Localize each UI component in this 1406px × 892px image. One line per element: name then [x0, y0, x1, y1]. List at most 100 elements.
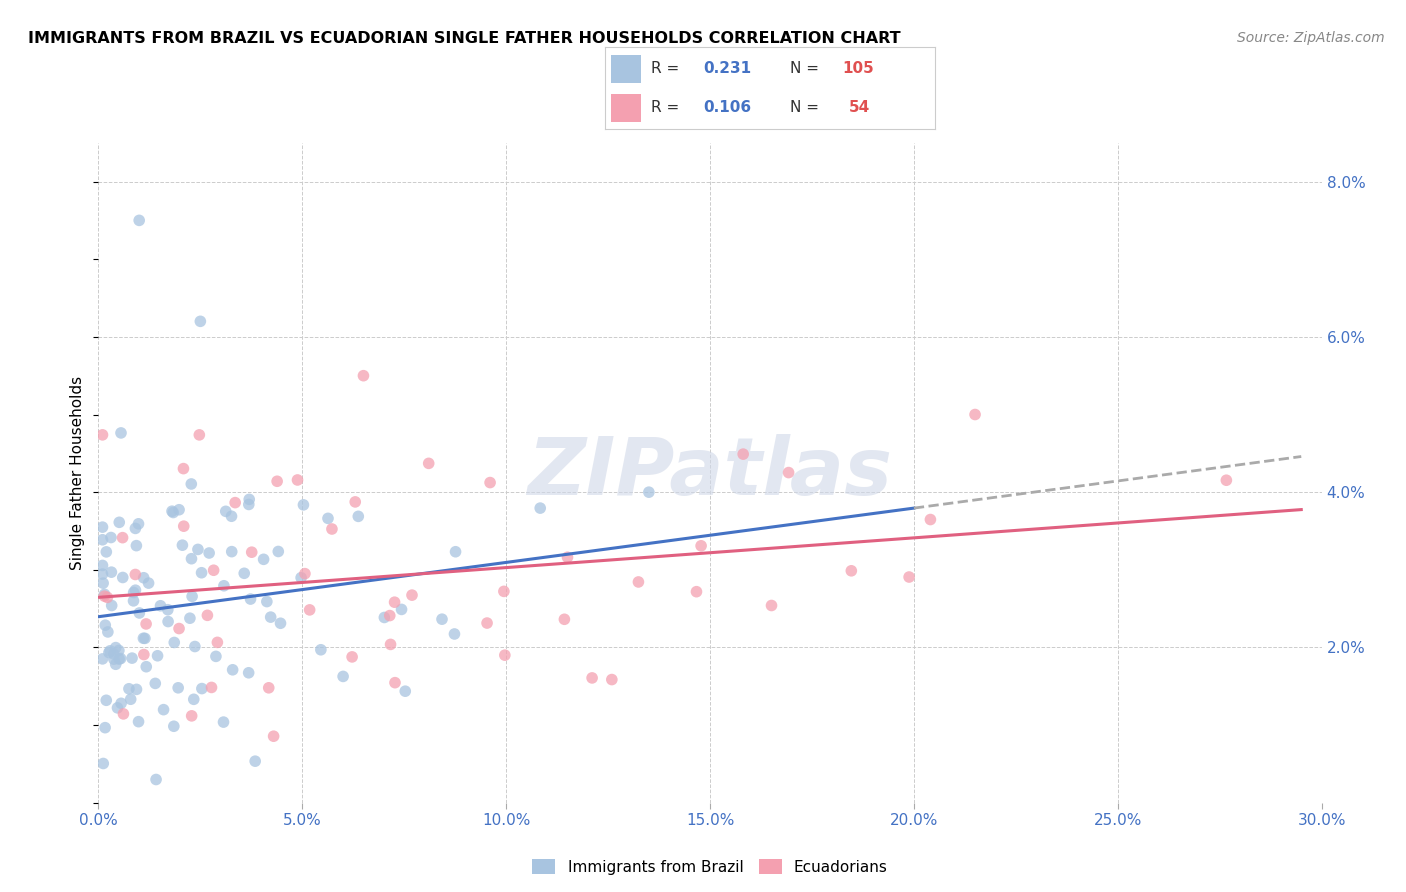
Point: [627, 574, 650, 589]
Point: [240, 545, 263, 559]
Point: [132, 571, 155, 585]
Point: [108, 652, 131, 666]
Point: [298, 603, 321, 617]
Point: [111, 531, 134, 545]
Text: N =: N =: [790, 61, 824, 76]
Point: [401, 588, 423, 602]
Point: [163, 719, 186, 733]
Point: [965, 408, 987, 422]
Text: 105: 105: [842, 61, 875, 76]
Point: [132, 648, 155, 662]
Point: [839, 564, 862, 578]
Point: [221, 544, 243, 558]
Point: [97, 624, 120, 639]
Point: [167, 681, 190, 695]
Point: [221, 663, 243, 677]
Point: [238, 498, 260, 512]
Point: [197, 608, 219, 623]
Point: [91, 652, 114, 666]
Point: [444, 545, 467, 559]
Point: [91, 567, 114, 582]
Point: [96, 693, 118, 707]
Point: [316, 511, 339, 525]
Point: [384, 595, 406, 609]
Point: [128, 606, 150, 620]
Point: [91, 756, 114, 771]
Point: [179, 611, 201, 625]
Point: [172, 461, 194, 475]
Y-axis label: Single Father Households: Single Father Households: [70, 376, 86, 570]
Text: 54: 54: [849, 100, 870, 115]
Point: [898, 570, 921, 584]
Point: [157, 615, 180, 629]
Point: [91, 520, 114, 534]
Point: [200, 681, 222, 695]
Point: [124, 567, 146, 582]
Point: [145, 772, 167, 787]
Point: [221, 509, 243, 524]
Point: [104, 657, 127, 672]
Point: [188, 428, 211, 442]
Point: [103, 647, 125, 661]
Point: [173, 519, 195, 533]
Point: [238, 665, 260, 680]
Point: [93, 589, 115, 603]
Point: [135, 616, 157, 631]
Point: [156, 603, 179, 617]
Point: [152, 703, 174, 717]
Point: [733, 447, 755, 461]
Point: [143, 676, 166, 690]
Point: [96, 591, 118, 605]
Point: [207, 635, 229, 649]
Point: [205, 649, 228, 664]
Point: [257, 681, 280, 695]
Point: [557, 550, 579, 565]
Point: [475, 615, 498, 630]
Point: [91, 558, 114, 573]
Point: [100, 599, 122, 613]
Point: [122, 594, 145, 608]
Point: [107, 701, 129, 715]
Text: 0.106: 0.106: [704, 100, 752, 115]
Point: [94, 721, 117, 735]
Point: [135, 659, 157, 673]
Point: [110, 651, 132, 665]
Point: [103, 652, 125, 666]
Point: [492, 584, 515, 599]
Point: [494, 648, 516, 662]
Point: [920, 512, 942, 526]
Point: [110, 425, 132, 440]
Point: [198, 546, 221, 560]
Point: [267, 544, 290, 558]
Point: [252, 552, 274, 566]
Point: [443, 627, 465, 641]
Point: [134, 632, 156, 646]
Point: [97, 646, 120, 660]
Point: [167, 622, 190, 636]
Point: [190, 566, 212, 580]
Point: [108, 516, 131, 530]
Text: IMMIGRANTS FROM BRAZIL VS ECUADORIAN SINGLE FATHER HOUSEHOLDS CORRELATION CHART: IMMIGRANTS FROM BRAZIL VS ECUADORIAN SIN…: [28, 31, 901, 46]
Point: [162, 506, 184, 520]
Point: [100, 565, 122, 579]
Point: [529, 501, 551, 516]
Point: [270, 616, 292, 631]
Point: [118, 681, 141, 696]
Point: [91, 428, 114, 442]
Point: [181, 590, 204, 604]
Point: [100, 531, 122, 545]
Point: [120, 692, 142, 706]
Point: [96, 545, 118, 559]
Point: [108, 643, 131, 657]
Point: [294, 566, 316, 581]
Point: [91, 576, 114, 591]
Point: [292, 498, 315, 512]
Point: [132, 632, 155, 646]
Point: [778, 466, 800, 480]
Point: [553, 612, 575, 626]
Point: [160, 504, 183, 518]
Point: [104, 640, 127, 655]
Text: N =: N =: [790, 100, 824, 115]
Point: [128, 714, 150, 729]
Point: [125, 539, 148, 553]
